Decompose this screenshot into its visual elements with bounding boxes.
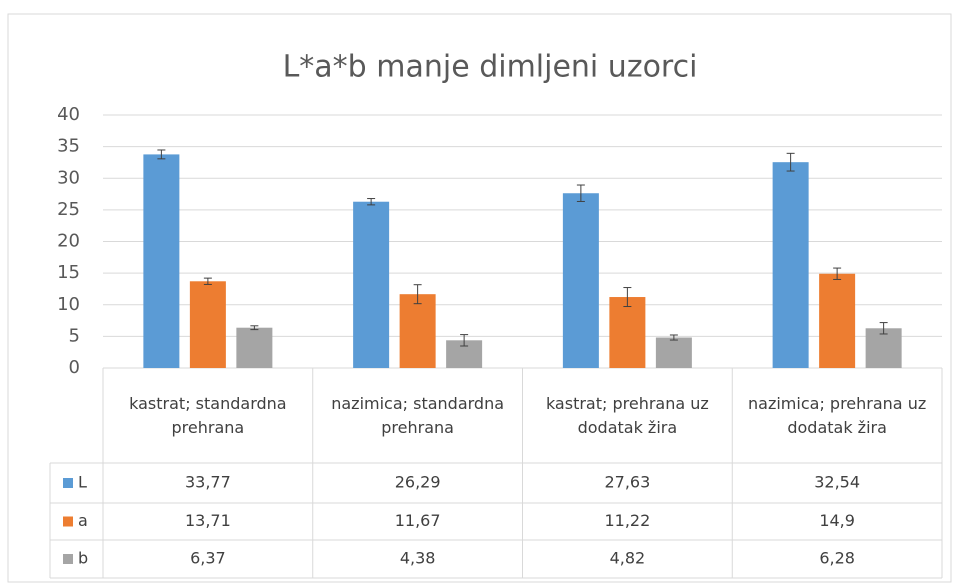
table-value: 32,54	[814, 473, 860, 492]
table-value: 6,28	[819, 549, 855, 568]
legend-label: b	[78, 549, 88, 568]
error-bar	[413, 284, 422, 305]
bar	[143, 154, 180, 368]
bar	[189, 281, 226, 368]
bar	[819, 273, 856, 368]
error-bar	[576, 184, 585, 202]
y-tick-label: 20	[57, 231, 80, 252]
error-bar	[833, 267, 842, 280]
error-bar	[367, 198, 376, 206]
y-tick-label: 25	[57, 199, 80, 220]
error-bar	[157, 149, 166, 160]
bar	[865, 328, 902, 368]
legend-label: a	[78, 511, 88, 530]
legend-key	[63, 478, 73, 488]
table-value: 13,71	[185, 511, 231, 530]
bar	[562, 193, 599, 368]
table-value: 14,9	[819, 511, 855, 530]
bar	[655, 337, 692, 368]
error-bar	[786, 152, 795, 172]
error-bar	[623, 287, 632, 308]
table-value: 4,38	[400, 549, 436, 568]
category-label: nazimica; standardna prehrana	[331, 393, 505, 437]
table-value: 26,29	[395, 473, 441, 492]
y-tick-label: 10	[57, 294, 80, 315]
y-tick-label: 15	[57, 262, 80, 283]
y-tick-label: 0	[69, 357, 80, 378]
table-value: 4,82	[610, 549, 646, 568]
error-bar	[203, 277, 212, 285]
legend-key	[63, 516, 73, 527]
bar	[353, 201, 390, 368]
chart-title: L*a*b manje dimljeni uzorci	[283, 50, 698, 85]
legend-key	[63, 554, 73, 564]
y-tick-label: 35	[57, 136, 80, 157]
error-bar	[669, 334, 678, 341]
table-value: 11,67	[395, 511, 441, 530]
bar	[609, 297, 646, 368]
category-label: kastrat; standardna prehrana	[129, 393, 287, 437]
bar	[399, 294, 436, 368]
category-label: kastrat; prehrana uz dodatak žira	[545, 393, 709, 437]
table-value: 6,37	[190, 549, 226, 568]
bar	[236, 327, 273, 368]
table-value: 27,63	[604, 473, 650, 492]
error-bar	[879, 322, 888, 335]
error-bar	[460, 334, 469, 347]
y-tick-label: 5	[69, 325, 80, 346]
table-value: 11,22	[604, 511, 650, 530]
y-tick-label: 40	[57, 104, 80, 125]
legend-label: L	[78, 473, 87, 492]
y-tick-label: 30	[57, 167, 80, 188]
category-label: nazimica; prehrana uz dodatak žira	[748, 393, 927, 437]
table-value: 33,77	[185, 473, 231, 492]
error-bar	[250, 325, 259, 331]
bar	[772, 162, 809, 368]
